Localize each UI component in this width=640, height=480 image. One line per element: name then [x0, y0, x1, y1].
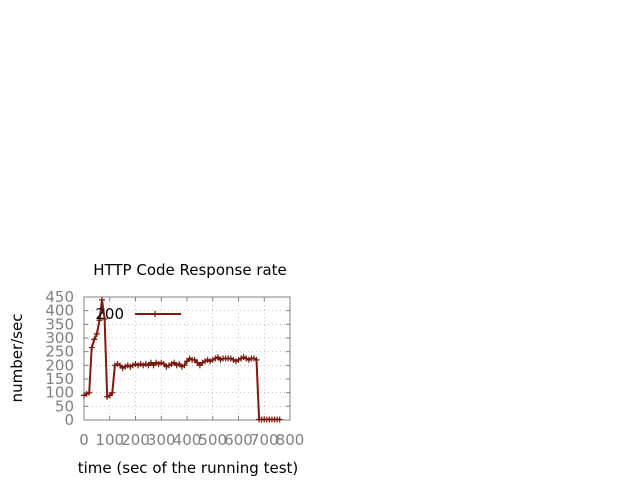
grid: [84, 297, 290, 420]
x-tick-label: 100: [95, 431, 124, 449]
x-tick-label: 400: [173, 431, 202, 449]
y-tick-label: 100: [45, 384, 74, 402]
data-point: [101, 315, 108, 322]
x-tick-label: 600: [224, 431, 253, 449]
x-tick-label: 800: [276, 431, 305, 449]
x-tick-label: 200: [121, 431, 150, 449]
data-point: [93, 330, 100, 337]
data-point: [276, 416, 283, 423]
data-point: [91, 336, 98, 343]
y-tick-label: 250: [45, 343, 74, 361]
chart-title: HTTP Code Response rate: [93, 261, 287, 279]
x-tick-label: 500: [198, 431, 227, 449]
data-point: [181, 362, 188, 369]
legend: 200: [95, 305, 181, 323]
y-tick-label: 450: [45, 288, 74, 306]
data-point: [88, 344, 95, 351]
data-point: [96, 317, 103, 324]
legend-marker: [152, 311, 158, 317]
data-point: [253, 356, 260, 363]
x-tick-label: 0: [79, 431, 89, 449]
x-tick-label: 700: [250, 431, 279, 449]
legend-label: 200: [95, 305, 124, 323]
y-tick-label: 0: [64, 411, 74, 429]
x-axis-label: time (sec of the running test): [78, 459, 299, 477]
data-point: [99, 296, 106, 303]
data-point: [109, 389, 116, 396]
series-200: [81, 296, 283, 423]
y-axis-label: number/sec: [8, 314, 26, 403]
y-tick-label: 300: [45, 329, 74, 347]
x-tick-label: 300: [147, 431, 176, 449]
y-tick-label: 400: [45, 302, 74, 320]
y-tick-label: 200: [45, 356, 74, 374]
y-tick-label: 150: [45, 370, 74, 388]
y-tick-label: 350: [45, 315, 74, 333]
data-point: [86, 389, 93, 396]
y-tick-label: 50: [55, 397, 74, 415]
